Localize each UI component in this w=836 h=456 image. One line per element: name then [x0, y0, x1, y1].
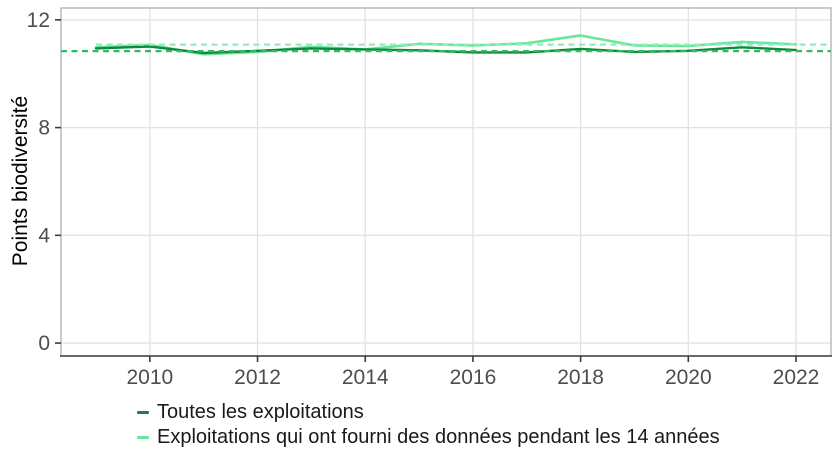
- x-tick-label: 2012: [234, 366, 281, 389]
- x-tick-label: 2022: [773, 366, 820, 389]
- legend-label: Exploitations qui ont fourni des données…: [157, 426, 720, 448]
- x-tick-label: 2010: [126, 366, 173, 389]
- y-tick-label: 12: [27, 9, 50, 32]
- chart-legend: Toutes les exploitations Exploitations q…: [137, 401, 720, 449]
- x-tick-label: 2014: [342, 366, 389, 389]
- series-line: [94, 45, 798, 55]
- panel-border: [60, 7, 832, 357]
- x-tick-label: 2020: [665, 366, 712, 389]
- y-axis-title: Points biodiversité: [9, 95, 32, 267]
- legend-item-all-farms: Toutes les exploitations: [137, 401, 720, 424]
- x-tick-label: 2018: [557, 366, 604, 389]
- legend-item-14-year-farms: Exploitations qui ont fourni des données…: [137, 426, 720, 449]
- y-tick-label: 4: [38, 224, 50, 247]
- legend-label: Toutes les exploitations: [157, 401, 364, 423]
- x-tick-label: 2016: [450, 366, 497, 389]
- legend-key-swatch-light-green: [137, 435, 149, 440]
- y-tick-label: 0: [38, 332, 50, 355]
- legend-key-swatch-dark-green: [137, 410, 149, 415]
- y-tick-label: 8: [38, 117, 50, 140]
